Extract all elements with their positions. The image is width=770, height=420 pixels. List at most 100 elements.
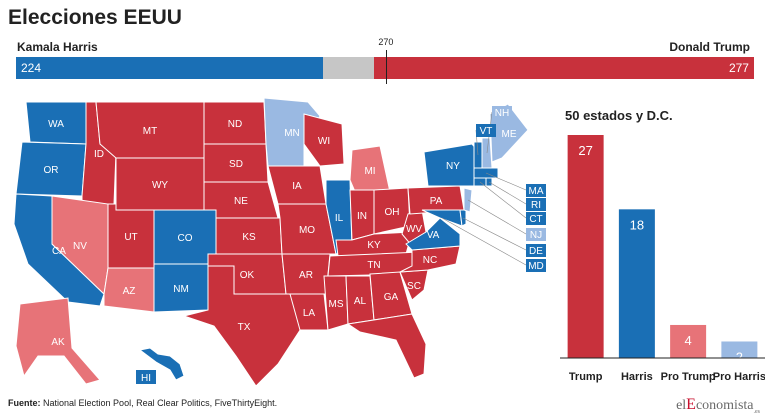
bar-value-label: 2 [736, 349, 743, 364]
state-label-UT: UT [124, 232, 137, 243]
state-label-GA: GA [384, 292, 399, 303]
source-note: Fuente: National Election Pool, Real Cle… [8, 398, 277, 408]
callout-box-HI [136, 370, 156, 384]
bar-trump [567, 135, 604, 358]
state-label-WI: WI [318, 136, 330, 147]
state-label-FL: FL [381, 342, 393, 353]
trump-votes: 277 [728, 61, 749, 75]
state-label-VT: VT [480, 126, 493, 137]
state-label-NM: NM [173, 284, 189, 295]
state-label-PA: PA [430, 196, 443, 207]
state-label-HI: HI [141, 373, 151, 384]
state-label-ID: ID [94, 149, 104, 160]
state-VA [405, 217, 461, 251]
callout-line-CT [479, 181, 527, 219]
state-label-KS: KS [242, 232, 256, 243]
state-label-MS: MS [329, 299, 344, 310]
state-label-CA: CA [52, 246, 66, 257]
state-FL [346, 313, 427, 379]
bar-category-label: Pro Trump [661, 371, 716, 383]
logo-prefix: el [676, 398, 687, 413]
us-map: WA OR CA ID MT WY NV UT CO AZ NM ND SD NE KS OK TX MN IA MO… [13, 97, 546, 387]
bar-harris [618, 209, 655, 358]
callout-line-RI [488, 181, 527, 205]
callout-line-MD [441, 217, 527, 266]
state-label-OH: OH [385, 207, 400, 218]
state-label-NC: NC [423, 255, 437, 266]
state-label-AL: AL [354, 296, 367, 307]
bar-value-label: 18 [630, 217, 644, 232]
state-label-NV: NV [73, 241, 87, 252]
bar-value-label: 4 [685, 333, 692, 348]
callout-box-RI [526, 198, 546, 211]
state-label-MA: MA [529, 186, 544, 197]
state-label-AR: AR [299, 270, 313, 281]
trump-name: Donald Trump [669, 40, 750, 54]
state-label-MN: MN [284, 128, 300, 139]
logo-initial: E [686, 396, 696, 413]
state-HI [138, 347, 185, 381]
state-label-LA: LA [303, 308, 316, 319]
source-label: Fuente: [8, 398, 41, 408]
callout-box-CT [526, 212, 546, 225]
callout-box-NJ [526, 228, 546, 241]
harris-name: Kamala Harris [17, 40, 98, 54]
state-label-AZ: AZ [123, 286, 136, 297]
state-label-DE: DE [529, 246, 543, 257]
state-label-OR: OR [44, 165, 59, 176]
bar-category-label: Trump [569, 371, 603, 383]
callout-box-MA [526, 184, 546, 197]
callout-box-MD [526, 259, 546, 272]
bar-category-label: Harris [621, 371, 653, 383]
harris-votes: 224 [21, 61, 42, 75]
state-label-CO: CO [178, 233, 193, 244]
state-label-WV: WV [406, 224, 422, 235]
threshold-label: 270 [378, 37, 394, 47]
bar-pro-harris [721, 341, 758, 358]
callout-box-DE [526, 244, 546, 257]
callout-line-NJ [467, 199, 527, 235]
state-label-TN: TN [367, 260, 380, 271]
state-label-CT: CT [529, 214, 542, 225]
state-label-KY: KY [367, 240, 381, 251]
state-label-NH: NH [495, 108, 509, 119]
page-title: Elecciones EEUU [8, 6, 182, 29]
state-label-MI: MI [364, 166, 375, 177]
harris-segment: 224 [16, 57, 324, 79]
state-label-MD: MD [528, 261, 544, 272]
threshold-marker [386, 50, 388, 84]
bar-category-label: Pro Harris [713, 371, 765, 383]
callout-line-DE [462, 217, 527, 251]
source-text: National Election Pool, Real Clear Polit… [43, 398, 278, 408]
state-label-SC: SC [407, 281, 421, 292]
state-label-RI: RI [531, 200, 541, 211]
callout-box-NH [492, 106, 512, 119]
state-label-OK: OK [240, 270, 255, 281]
bar-chart-title: 50 estados y D.C. [565, 108, 673, 123]
electoral-vote-bar: 224 277 [16, 57, 754, 79]
state-TX [182, 265, 305, 387]
state-label-IL: IL [335, 213, 344, 224]
state-label-WA: WA [48, 119, 64, 130]
state-label-IA: IA [292, 181, 302, 192]
logo-rest: conomista [695, 398, 754, 413]
state-AK [15, 297, 101, 385]
state-label-IN: IN [357, 211, 367, 222]
state-label-NJ: NJ [530, 230, 542, 241]
state-label-MT: MT [143, 126, 157, 137]
state-AZ [103, 267, 155, 313]
state-label-WY: WY [152, 180, 168, 191]
bar-value-label: 27 [578, 143, 592, 158]
state-label-TX: TX [238, 322, 251, 333]
trump-segment: 277 [374, 57, 754, 79]
logo: elEconomista.es [676, 396, 760, 415]
state-label-NY: NY [446, 161, 460, 172]
state-label-AK: AK [51, 337, 65, 348]
callout-box-VT [476, 124, 496, 137]
state-label-ND: ND [228, 119, 242, 130]
state-label-VA: VA [427, 230, 440, 241]
logo-suffix: .es [753, 408, 761, 415]
state-label-SD: SD [229, 159, 243, 170]
state-label-MO: MO [299, 225, 315, 236]
